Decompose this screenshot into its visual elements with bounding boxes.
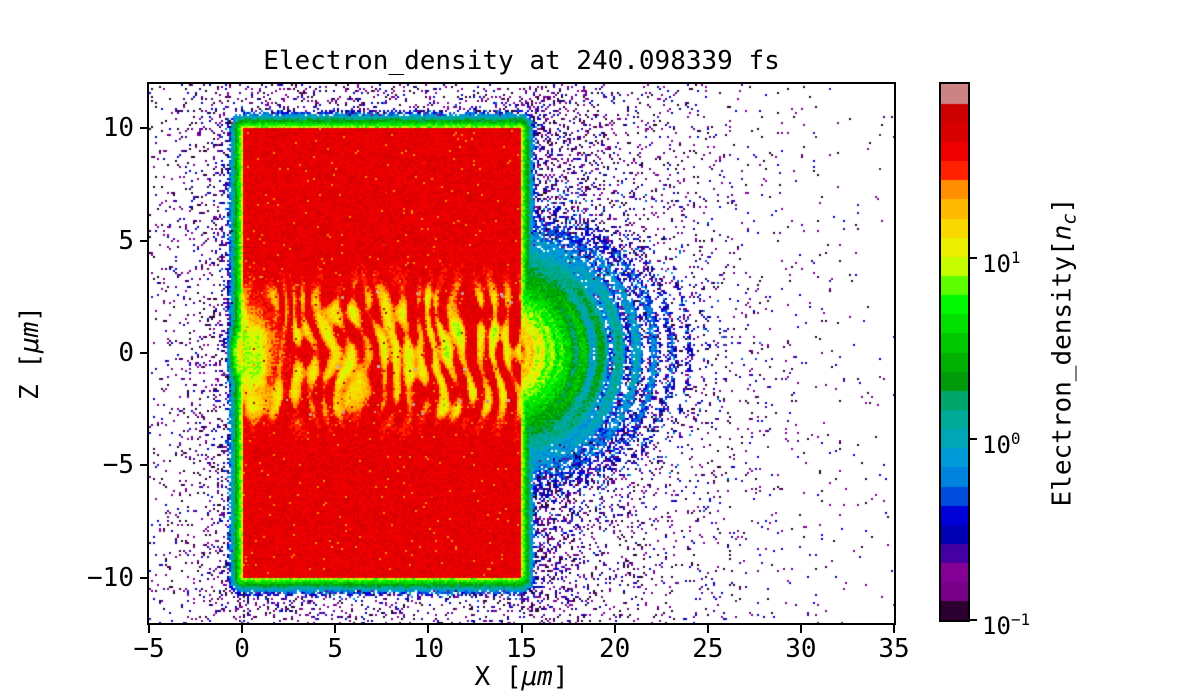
z-tick-mark bbox=[140, 127, 147, 130]
z-tick-mark bbox=[140, 576, 147, 579]
x-tick-mark bbox=[706, 625, 709, 633]
x-tick-mark bbox=[613, 625, 616, 633]
z-tick-mark bbox=[140, 352, 147, 355]
x-tick-label: 25 bbox=[692, 634, 724, 664]
x-axis-label-unit: μm bbox=[521, 662, 553, 692]
z-tick-label: −10 bbox=[87, 562, 134, 593]
colorbar-label-post: ] bbox=[1047, 197, 1078, 214]
y-axis-label-pre: Z [ bbox=[15, 353, 45, 400]
z-tick-label: −5 bbox=[102, 450, 134, 481]
colorbar-canvas bbox=[941, 84, 968, 620]
colorbar-label-pre: Electron_density[ bbox=[1047, 240, 1078, 507]
x-tick-label: 5 bbox=[327, 634, 344, 664]
colorbar-label-sub: c bbox=[1058, 213, 1081, 225]
x-tick-label: 0 bbox=[234, 634, 250, 664]
y-axis-label-post: ] bbox=[15, 306, 45, 322]
x-tick-mark bbox=[241, 625, 244, 633]
x-tick-label: 20 bbox=[598, 634, 631, 664]
z-tick-label: 10 bbox=[102, 113, 134, 144]
z-tick-label: 5 bbox=[118, 225, 134, 256]
x-tick-mark bbox=[520, 625, 523, 633]
colorbar-tick-label: 10−1 bbox=[982, 610, 1031, 640]
plot-title: Electron_density at 240.098339 fs bbox=[263, 46, 780, 76]
x-axis-label: X [μm] bbox=[149, 662, 894, 692]
x-tick-label: 15 bbox=[505, 634, 538, 664]
x-axis-label-pre: X [ bbox=[474, 662, 522, 692]
x-tick-mark bbox=[799, 625, 802, 633]
colorbar-tick-label: 100 bbox=[982, 429, 1021, 459]
z-tick-label: 0 bbox=[118, 338, 134, 369]
colorbar-tick-mark bbox=[970, 438, 977, 440]
y-axis-label-unit: μm bbox=[15, 321, 45, 353]
x-tick-label: 35 bbox=[878, 634, 910, 664]
colorbar-tick-mark bbox=[970, 619, 977, 621]
z-tick-mark bbox=[140, 464, 147, 467]
y-axis-label: Z [μm] bbox=[15, 306, 45, 400]
colorbar-tick-mark bbox=[970, 257, 977, 259]
colorbar-label-var: n bbox=[1047, 224, 1078, 241]
z-tick-mark bbox=[140, 239, 147, 242]
x-tick-label: −5 bbox=[133, 634, 165, 664]
x-tick-mark bbox=[427, 625, 430, 633]
x-tick-mark bbox=[893, 625, 895, 633]
x-tick-mark bbox=[148, 625, 150, 633]
colorbar-tick-label: 101 bbox=[982, 248, 1021, 278]
x-tick-label: 10 bbox=[412, 634, 445, 664]
x-tick-label: 30 bbox=[785, 634, 817, 664]
colorbar-label: Electron_density[nc] bbox=[1048, 198, 1081, 507]
heatmap-canvas bbox=[149, 84, 894, 623]
x-tick-mark bbox=[334, 625, 337, 633]
x-axis-label-post: ] bbox=[552, 662, 569, 692]
